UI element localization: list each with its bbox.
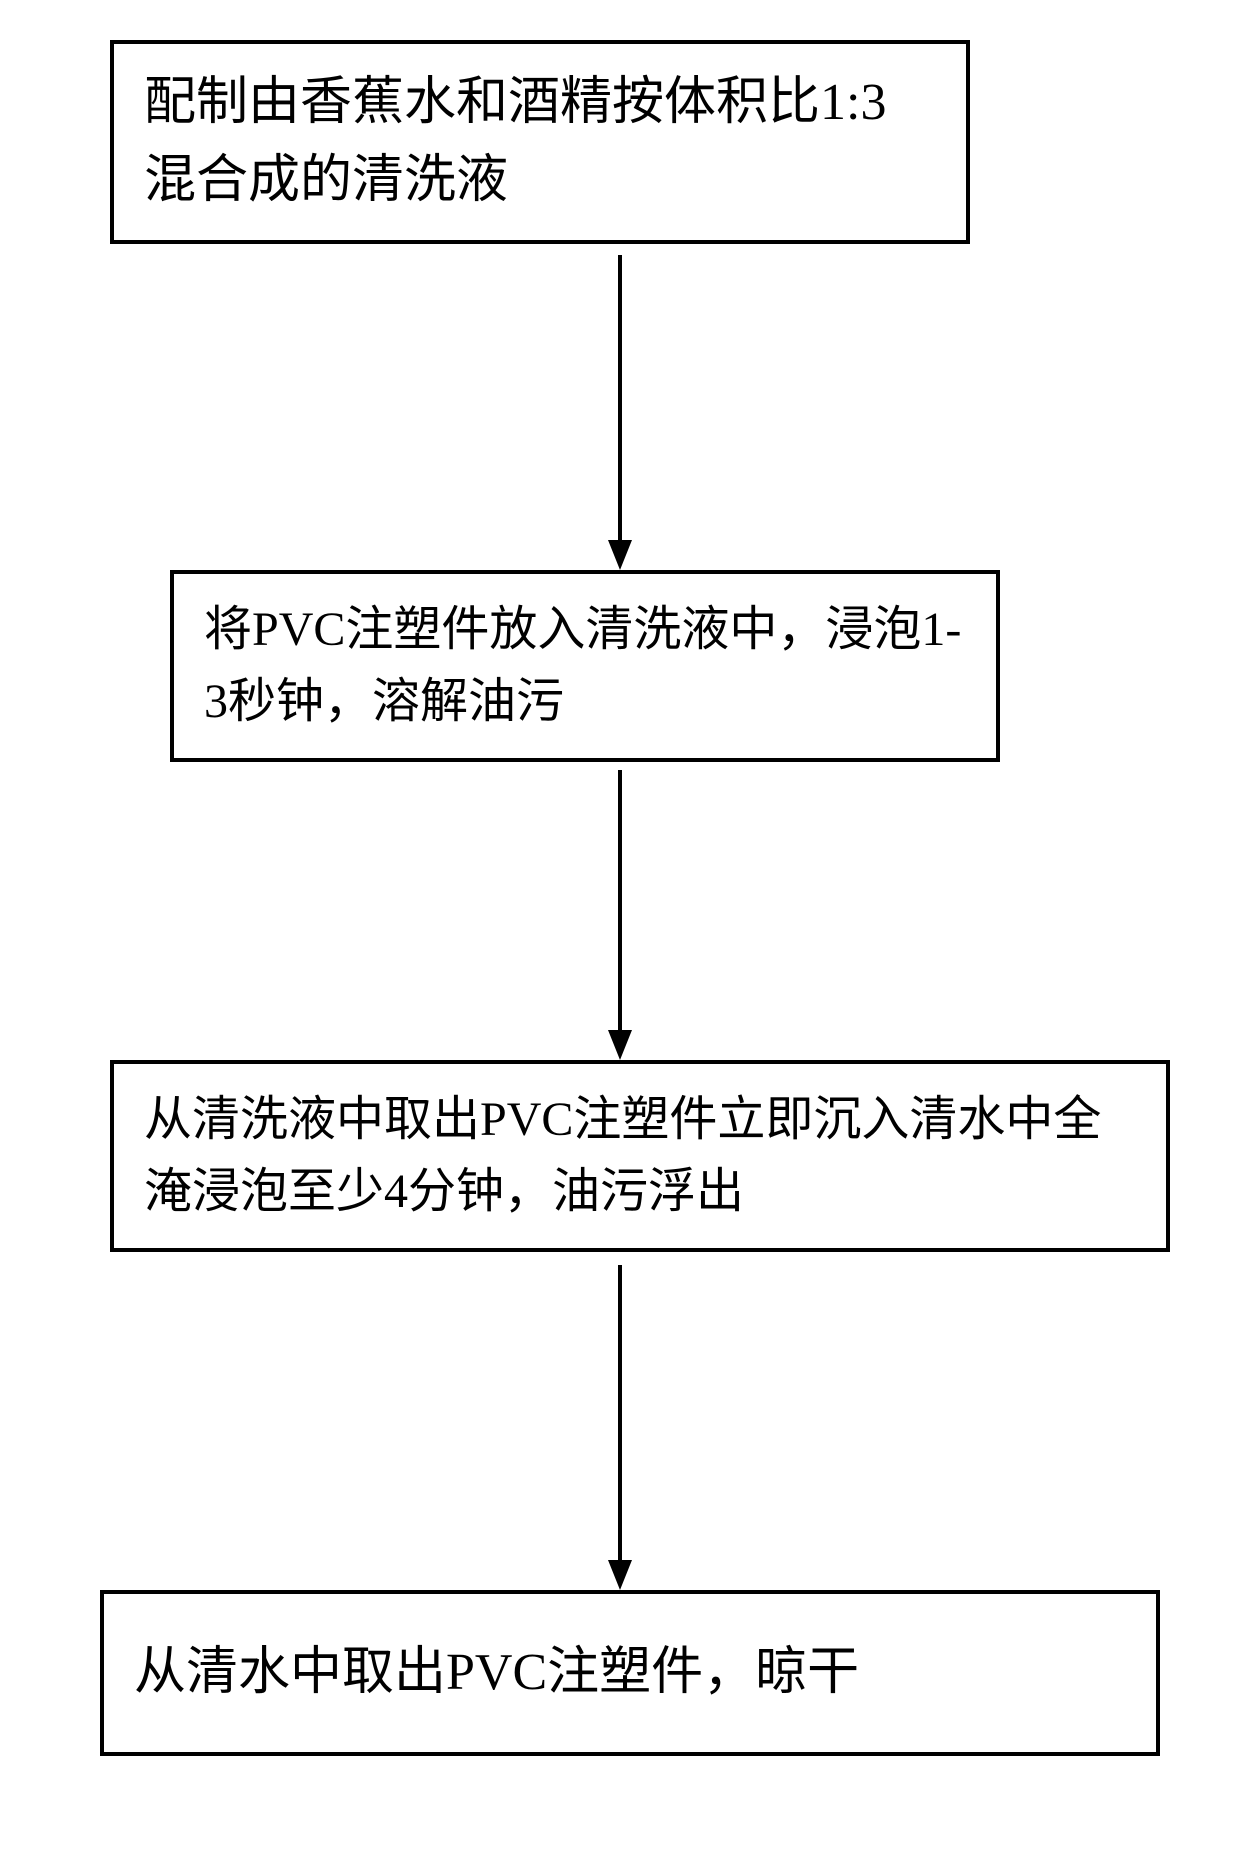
flowchart-node-step1: 配制由香蕉水和酒精按体积比1:3混合成的清洗液 [110,40,970,244]
flowchart-node-step4: 从清水中取出PVC注塑件，晾干 [100,1590,1160,1756]
flowchart-arrow-2 [600,770,640,1060]
node-text: 将PVC注塑件放入清洗液中，浸泡1-3秒钟，溶解油污 [204,603,961,728]
node-text: 从清洗液中取出PVC注塑件立即沉入清水中全淹浸泡至少4分钟，油污浮出 [144,1093,1101,1218]
flowchart-arrow-1 [600,255,640,570]
flowchart-node-step2: 将PVC注塑件放入清洗液中，浸泡1-3秒钟，溶解油污 [170,570,1000,762]
node-text: 配制由香蕉水和酒精按体积比1:3混合成的清洗液 [144,74,886,209]
flowchart-arrow-3 [600,1265,640,1590]
node-text: 从清水中取出PVC注塑件，晾干 [134,1644,859,1701]
flowchart-node-step3: 从清洗液中取出PVC注塑件立即沉入清水中全淹浸泡至少4分钟，油污浮出 [110,1060,1170,1252]
